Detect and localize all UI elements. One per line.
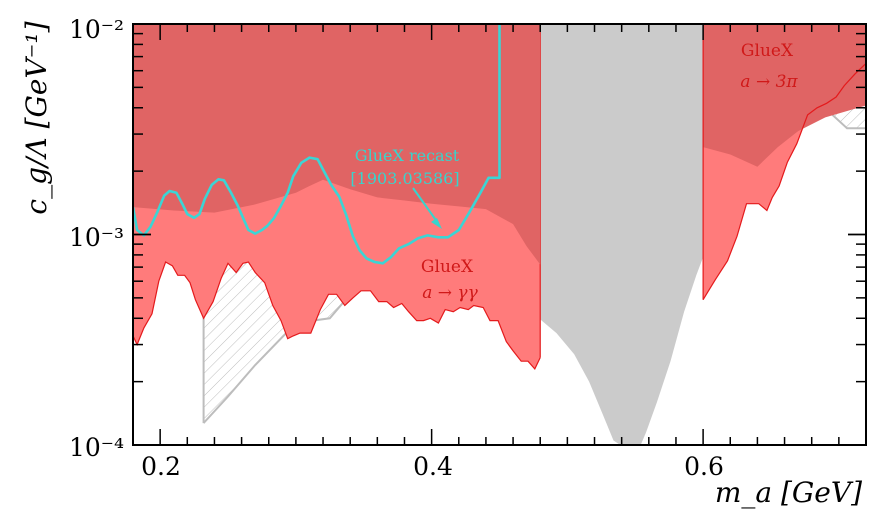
recast-label: GlueX recast [355, 146, 460, 165]
plot-area [133, 24, 866, 445]
y-axis-title: c_g/Λ [GeV⁻¹] [20, 21, 53, 214]
gluex-gg-label: GlueX [421, 257, 474, 277]
recast-reference: [1903.03586] [350, 169, 459, 188]
exclusion-boundary-3pi [702, 62, 866, 301]
exclusion-boundary-gg [133, 261, 541, 370]
gluex-gg-channel: a → γγ [422, 283, 478, 303]
x-tick-label: 0.4 [413, 452, 453, 481]
gray-excluded-band [538, 24, 704, 445]
x-tick-label: 0.2 [141, 452, 181, 481]
hatched-region [203, 262, 370, 424]
axis-ticks [132, 23, 867, 446]
recast-limit-line [133, 24, 501, 265]
overlap-exclusion-region-3pi [703, 24, 866, 167]
gluex-3pi-label: GlueX [741, 41, 794, 61]
overlap-exclusion-region [133, 24, 541, 265]
y-tick-label: 10⁻² [69, 15, 124, 44]
y-tick-labels: 10⁻² 10⁻³ 10⁻⁴ [69, 15, 124, 462]
x-tick-label: 0.6 [684, 452, 724, 481]
x-axis-title: m_a [GeV] [715, 476, 862, 509]
y-tick-label: 10⁻³ [69, 223, 124, 252]
x-tick-labels: 0.2 0.4 0.6 [141, 452, 724, 481]
gluex-3pi-channel: a → 3π [740, 72, 798, 92]
recast-arrow [412, 187, 442, 229]
y-tick-label: 10⁻⁴ [69, 433, 124, 462]
